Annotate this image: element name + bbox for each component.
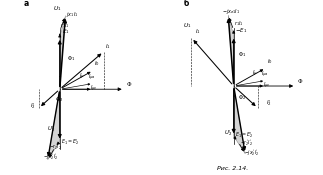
Text: $I_{\mu}$: $I_{\mu}$ [252,69,257,79]
Text: $\Phi_1$: $\Phi_1$ [67,54,75,63]
Text: $I_0$: $I_0$ [94,60,100,68]
Text: б: б [183,0,189,8]
Text: $I_0$: $I_0$ [267,57,273,66]
Text: $-r_2'I_2'$: $-r_2'I_2'$ [49,142,62,152]
Text: $I_2'$: $I_2'$ [266,99,272,108]
Text: $-jx_2'I_2'$: $-jx_2'I_2'$ [43,153,58,162]
Text: $\Phi_1$: $\Phi_1$ [238,50,246,59]
Text: $\Phi_2$: $\Phi_2$ [238,93,246,102]
Text: $I_{\mu\nu}$: $I_{\mu\nu}$ [90,84,98,94]
Text: $\Phi$: $\Phi$ [297,77,303,85]
Text: $I_1$: $I_1$ [105,42,110,51]
Polygon shape [228,15,234,86]
Text: а: а [23,0,28,8]
Polygon shape [48,89,60,160]
Text: $E_1=E_2'$: $E_1=E_2'$ [235,131,253,140]
Text: $I_{\mu a}$: $I_{\mu a}$ [261,70,268,80]
Text: $I_{\mu}$: $I_{\mu}$ [78,72,84,82]
Text: $E_1=E_2'$: $E_1=E_2'$ [61,137,79,147]
Text: $r_1I_1$: $r_1I_1$ [60,21,70,30]
Text: $r_1I_1$: $r_1I_1$ [234,19,244,28]
Polygon shape [60,16,66,89]
Polygon shape [234,86,245,154]
Text: $-E_1$: $-E_1$ [235,26,247,35]
Text: $U_2'$: $U_2'$ [224,129,232,138]
Text: $-jx_{\sigma1}I_1$: $-jx_{\sigma1}I_1$ [222,7,240,16]
Text: $\Phi$: $\Phi$ [126,80,132,88]
Text: $\Phi_2$: $\Phi_2$ [55,95,63,104]
Text: $jx_1I_1$: $jx_1I_1$ [66,10,78,19]
Text: $I_{\mu a}$: $I_{\mu a}$ [88,73,95,83]
Text: Рис. 2.14.: Рис. 2.14. [217,166,248,171]
Text: $E_1$: $E_1$ [62,27,70,36]
Text: $U_1$: $U_1$ [54,4,62,13]
Text: $U_2'$: $U_2'$ [47,124,55,134]
Text: $-jx_2'I_2'$: $-jx_2'I_2'$ [244,149,259,159]
Text: $I_2'$: $I_2'$ [30,102,36,111]
Text: $U_1$: $U_1$ [183,21,192,30]
Text: $-r_2'I_2'$: $-r_2'I_2'$ [240,139,253,148]
Text: $I_1$: $I_1$ [195,27,201,36]
Text: $I_{\mu\nu}$: $I_{\mu\nu}$ [263,81,270,91]
